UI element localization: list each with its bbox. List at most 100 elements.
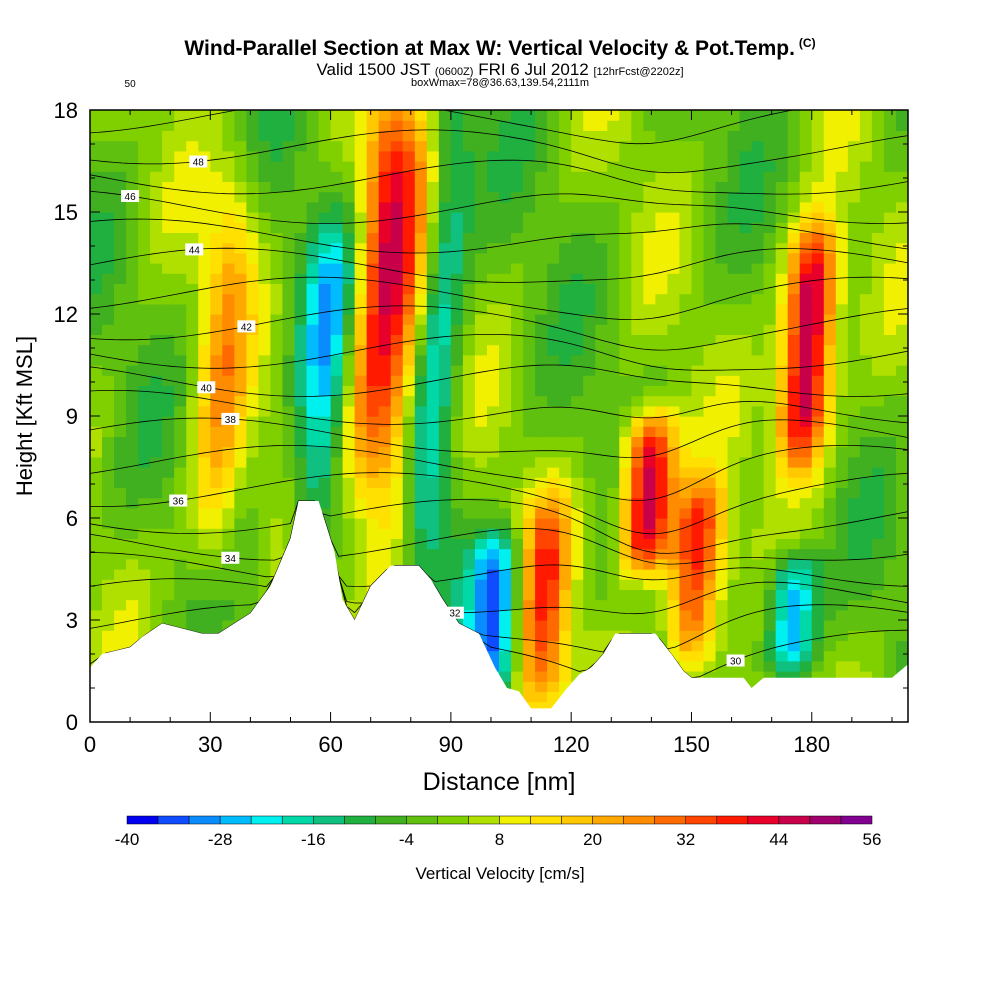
field-cell (114, 181, 127, 193)
field-cell (282, 150, 296, 162)
field-cell (787, 181, 801, 193)
field-cell (571, 334, 584, 346)
y-tick-label: 0 (66, 710, 78, 735)
field-cell (667, 446, 681, 458)
field-cell (715, 252, 729, 264)
field-cell (835, 436, 849, 448)
field-cell (126, 130, 139, 142)
field-cell (438, 365, 452, 376)
field-cell (474, 426, 488, 437)
field-cell (691, 436, 705, 448)
field-cell (210, 303, 223, 315)
field-cell (703, 477, 717, 488)
field-cell (426, 365, 440, 376)
field-cell (619, 589, 632, 601)
field-cell (499, 303, 512, 315)
field-cell (330, 477, 344, 488)
field-cell (715, 477, 729, 488)
field-cell (727, 130, 741, 142)
field-cell (450, 293, 464, 305)
field-cell (270, 324, 284, 335)
field-cell (811, 456, 825, 468)
y-tick-label: 9 (66, 404, 78, 429)
field-cell (583, 201, 596, 213)
field-cell (559, 293, 572, 305)
field-cell (150, 324, 163, 335)
field-cell (631, 171, 644, 182)
field-cell (511, 140, 524, 152)
field-cell (102, 497, 115, 509)
field-cell (667, 191, 681, 203)
field-cell (799, 273, 813, 284)
field-cell (246, 487, 260, 499)
field-cell (559, 436, 572, 448)
field-cell (595, 640, 608, 652)
field-cell (499, 334, 512, 346)
field-cell (727, 426, 741, 437)
field-cell (186, 456, 199, 468)
field-cell (474, 405, 488, 417)
field-cell (198, 599, 211, 611)
field-cell (486, 181, 500, 193)
field-cell (859, 334, 873, 346)
field-cell (655, 140, 669, 152)
field-cell (715, 609, 729, 621)
field-cell (619, 171, 632, 182)
field-cell (270, 242, 284, 254)
field-cell (535, 293, 548, 305)
field-cell (715, 599, 729, 611)
field-cell (751, 140, 765, 152)
field-cell (535, 232, 548, 244)
field-cell (727, 303, 741, 315)
field-cell (727, 191, 741, 203)
field-cell (378, 273, 392, 284)
field-cell (390, 375, 404, 386)
colorbar-swatch (437, 815, 469, 825)
field-cell (330, 385, 344, 397)
field-cell (246, 416, 260, 427)
field-cell (595, 130, 608, 142)
field-cell (691, 344, 705, 356)
field-cell (691, 426, 705, 437)
field-cell (763, 283, 777, 295)
field-cell (162, 201, 175, 213)
field-cell (655, 436, 669, 448)
field-cell (450, 354, 464, 366)
field-cell (751, 385, 765, 397)
field-cell (402, 446, 416, 458)
field-cell (342, 467, 356, 478)
field-cell (90, 518, 103, 529)
field-cell (426, 405, 440, 417)
field-cell (162, 212, 175, 223)
field-cell (114, 640, 127, 652)
field-cell (426, 212, 440, 223)
field-cell (631, 150, 644, 162)
field-cell (619, 242, 632, 254)
field-cell (727, 528, 741, 539)
field-cell (306, 263, 320, 274)
field-cell (787, 201, 801, 213)
field-cell (679, 344, 693, 356)
field-cell (270, 252, 284, 264)
field-cell (102, 456, 115, 468)
field-cell (895, 558, 908, 570)
field-cell (450, 558, 464, 570)
field-cell (114, 232, 127, 244)
field-cell (751, 303, 765, 315)
field-cell (270, 497, 284, 509)
field-cell (90, 181, 103, 193)
field-cell (486, 324, 500, 335)
field-cell (751, 120, 765, 131)
field-cell (138, 191, 151, 203)
field-cell (811, 314, 825, 325)
field-cell (535, 365, 548, 376)
field-cell (631, 242, 644, 254)
field-cell (763, 263, 777, 274)
field-cell (234, 405, 247, 417)
field-cell (715, 283, 729, 295)
field-cell (547, 201, 560, 213)
field-cell (162, 334, 175, 346)
field-cell (787, 630, 801, 641)
field-cell (114, 273, 127, 284)
field-cell (90, 314, 103, 325)
